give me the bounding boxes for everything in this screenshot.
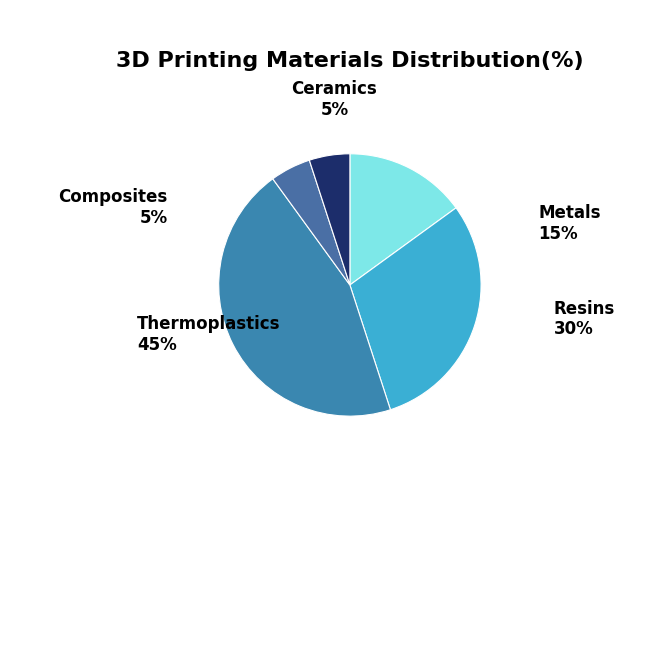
Text: Composites
5%: Composites 5% (59, 189, 168, 227)
Wedge shape (350, 208, 481, 409)
Wedge shape (218, 179, 390, 416)
Text: Ceramics
5%: Ceramics 5% (292, 80, 377, 119)
Text: Metals
15%: Metals 15% (538, 204, 601, 243)
Title: 3D Printing Materials Distribution(%): 3D Printing Materials Distribution(%) (116, 51, 584, 71)
Text: Resins
30%: Resins 30% (554, 300, 615, 338)
Wedge shape (309, 154, 350, 285)
Wedge shape (350, 154, 456, 285)
Wedge shape (273, 160, 350, 285)
Text: Thermoplastics
45%: Thermoplastics 45% (137, 315, 281, 354)
